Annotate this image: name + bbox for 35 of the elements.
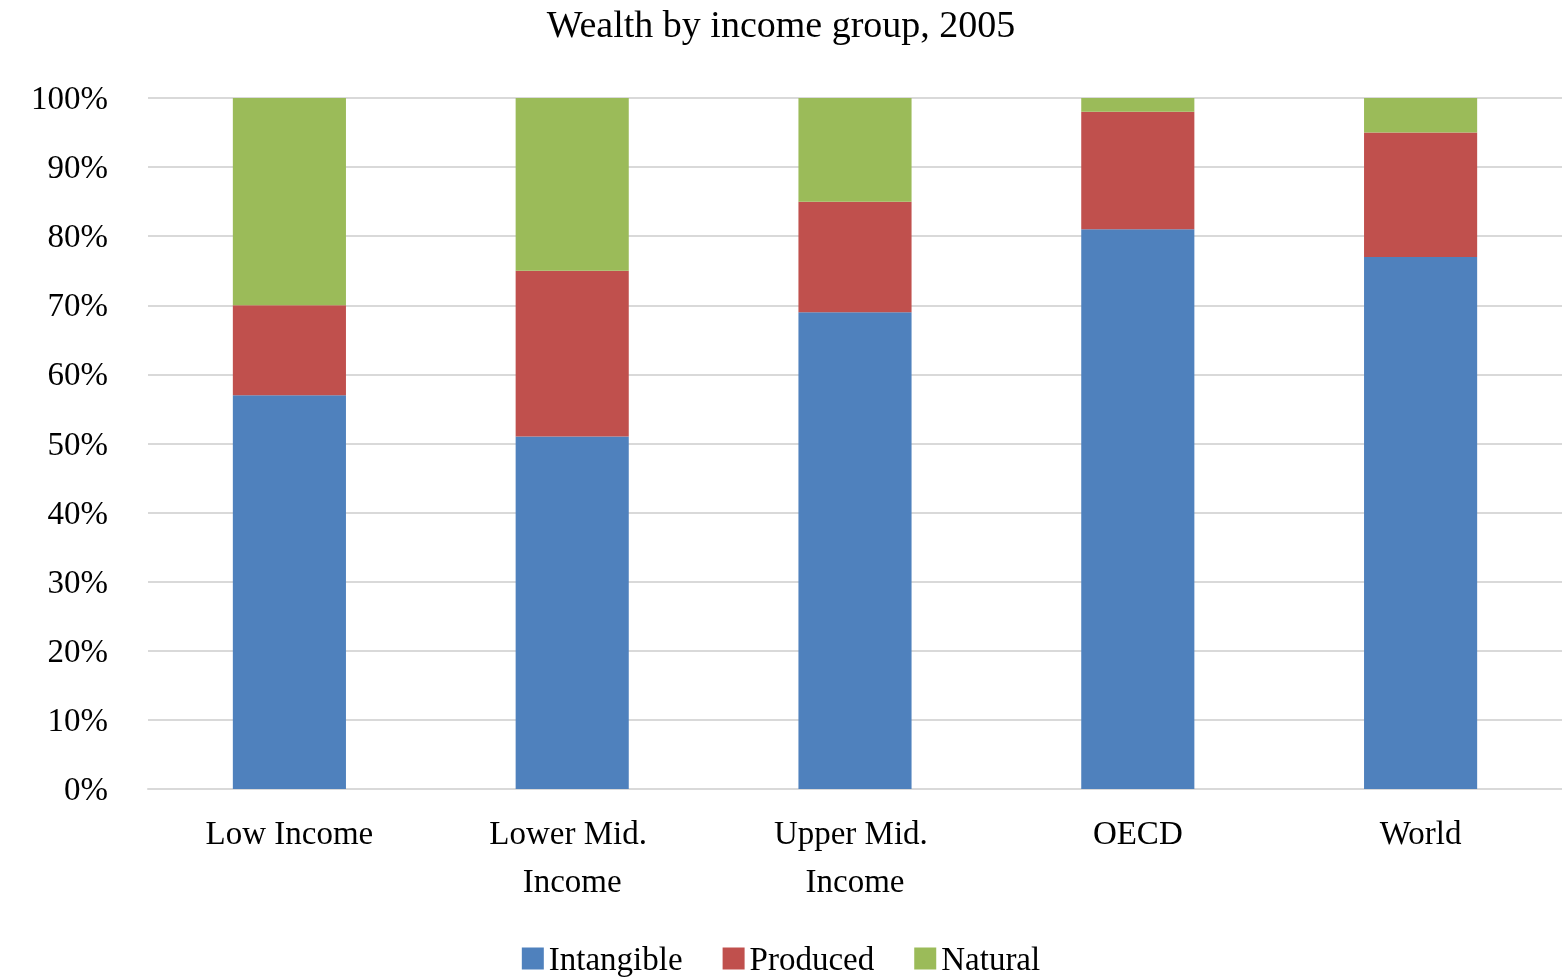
bar [1364, 132, 1478, 257]
chart-title: Wealth by income group, 2005 [546, 3, 1016, 45]
bar [232, 395, 346, 789]
y-tick-label: 10% [47, 701, 108, 738]
y-tick-label: 70% [47, 287, 108, 324]
bar [798, 98, 912, 202]
x-tick-label: World [1379, 815, 1462, 851]
y-tick-label: 100% [31, 80, 108, 116]
bar [798, 201, 912, 313]
legend-label: Natural [941, 940, 1041, 977]
y-tick-label: 40% [47, 494, 108, 531]
bar [1081, 229, 1195, 789]
bar [1364, 98, 1478, 133]
y-tick-label: 50% [47, 425, 108, 462]
bar [1364, 256, 1478, 789]
y-tick-label: 30% [47, 563, 108, 600]
bar [515, 436, 629, 789]
x-tick-label: Upper Mid. Income [773, 815, 937, 899]
bar [232, 98, 346, 306]
legend-label: Produced [749, 940, 875, 977]
legend-label: Intangible [548, 940, 683, 977]
y-tick-label: 60% [47, 356, 108, 393]
y-tick-label: 20% [47, 632, 108, 669]
bar [1081, 111, 1195, 230]
bar [1081, 98, 1195, 112]
y-tick-label: 0% [64, 771, 108, 807]
y-tick-label: 90% [47, 149, 108, 186]
x-tick-label: Low Income [205, 815, 374, 851]
x-tick-label: Lower Mid. Income [489, 815, 656, 899]
bar [232, 305, 346, 396]
bar [515, 98, 629, 271]
bar [515, 270, 629, 437]
bar [798, 312, 912, 789]
x-tick-label: OECD [1092, 815, 1183, 851]
y-tick-label: 80% [47, 218, 108, 255]
